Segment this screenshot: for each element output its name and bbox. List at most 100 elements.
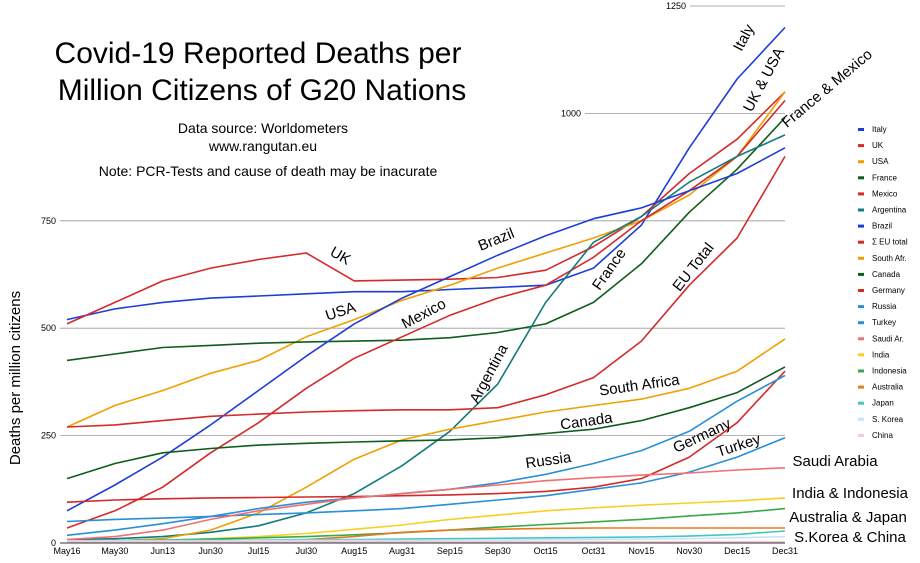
series-line-2 bbox=[66, 91, 786, 428]
annotation-s-korea-china: S.Korea & China bbox=[794, 529, 906, 546]
series-line-3 bbox=[66, 117, 786, 362]
annotation-france-mexico: France & Mexico bbox=[779, 46, 876, 131]
legend-label-17: Japan bbox=[872, 399, 894, 408]
legend-swatch-12 bbox=[858, 321, 864, 325]
legend-swatch-1 bbox=[858, 144, 864, 148]
legend-label-12: Turkey bbox=[872, 318, 896, 327]
legend-label-3: France bbox=[872, 173, 897, 182]
x-tick-label-Aug15: Aug15 bbox=[341, 546, 367, 556]
website-note: www.rangutan.eu bbox=[208, 138, 317, 154]
disclaimer-note: Note: PCR-Tests and cause of death may b… bbox=[99, 163, 438, 179]
legend-swatch-6 bbox=[858, 224, 864, 228]
legend-swatch-17 bbox=[858, 401, 864, 405]
y-tick-label-1000: 1000 bbox=[561, 108, 581, 118]
legend-label-14: India bbox=[872, 350, 890, 359]
series-line-13 bbox=[66, 467, 786, 541]
legend-label-18: S. Korea bbox=[872, 415, 904, 424]
legend-swatch-16 bbox=[858, 385, 864, 389]
series-line-17 bbox=[66, 530, 786, 542]
x-tick-label-Jul30: Jul30 bbox=[296, 546, 318, 556]
data-source-note: Data source: Worldometers bbox=[178, 120, 348, 136]
y-tick-label-250: 250 bbox=[41, 431, 56, 441]
series-line-6 bbox=[66, 147, 786, 512]
x-tick-label-Nov30: Nov30 bbox=[676, 546, 702, 556]
legend-swatch-19 bbox=[858, 433, 864, 437]
x-tick-label-Dec31: Dec31 bbox=[772, 546, 798, 556]
series-line-10 bbox=[66, 370, 786, 503]
x-tick-label-May16: May16 bbox=[53, 546, 80, 556]
series-line-7 bbox=[66, 155, 786, 428]
legend-swatch-14 bbox=[858, 353, 864, 357]
series-line-0 bbox=[66, 26, 786, 321]
legend-label-9: Canada bbox=[872, 270, 901, 279]
x-tick-label-Oct31: Oct31 bbox=[582, 546, 606, 556]
legend-label-1: UK bbox=[872, 141, 884, 150]
chart-title-line-1: Covid-19 Reported Deaths per bbox=[55, 37, 462, 70]
y-tick-label-500: 500 bbox=[41, 323, 56, 333]
legend-swatch-18 bbox=[858, 417, 864, 421]
annotation-france: France bbox=[589, 245, 630, 293]
series-line-8 bbox=[66, 338, 786, 543]
legend-label-11: Russia bbox=[872, 302, 897, 311]
axis-layer: 0 250 500 750 1000 1250 May16 May30 Jun13 Jun30 Ju… bbox=[41, 1, 798, 556]
legend-label-2: USA bbox=[872, 157, 889, 166]
legend-swatch-11 bbox=[858, 305, 864, 309]
series-line-4 bbox=[66, 99, 786, 529]
legend-swatch-5 bbox=[858, 208, 864, 212]
annotation-uk: UK bbox=[327, 244, 354, 269]
legend-swatch-7 bbox=[858, 240, 864, 244]
legend-label-8: South Afr. bbox=[872, 254, 907, 263]
chart-title-line-2: Million Citizens of G20 Nations bbox=[58, 74, 467, 107]
x-tick-label-May30: May30 bbox=[101, 546, 128, 556]
x-tick-label-Nov15: Nov15 bbox=[628, 546, 654, 556]
legend-label-0: Italy bbox=[872, 125, 887, 134]
x-tick-label-Aug31: Aug31 bbox=[389, 546, 415, 556]
y-tick-label-0: 0 bbox=[51, 538, 56, 548]
legend-label-7: Σ EU total bbox=[872, 238, 908, 247]
legend-swatch-15 bbox=[858, 369, 864, 373]
title-layer: Covid-19 Reported Deaths per Million Cit… bbox=[7, 37, 466, 465]
legend-label-16: Australia bbox=[872, 383, 904, 392]
legend-label-6: Brazil bbox=[872, 222, 892, 231]
legend-swatch-4 bbox=[858, 192, 864, 196]
x-tick-label-Oct15: Oct15 bbox=[534, 546, 558, 556]
annotation-saudi-arabia: Saudi Arabia bbox=[792, 453, 878, 470]
legend-label-15: Indonesia bbox=[872, 367, 907, 376]
x-tick-label-Jun30: Jun30 bbox=[198, 546, 223, 556]
legend-label-5: Argentina bbox=[872, 206, 907, 215]
x-tick-label-Dec15: Dec15 bbox=[724, 546, 750, 556]
annotation-india-indonesia: India & Indonesia bbox=[792, 485, 909, 502]
annotation-italy: Italy bbox=[730, 21, 758, 54]
legend-label-10: Germany bbox=[872, 286, 905, 295]
annotation-argentina: Argentina bbox=[466, 341, 511, 406]
y-tick-label-1250: 1250 bbox=[666, 1, 686, 11]
x-tick-label-Sep30: Sep30 bbox=[485, 546, 511, 556]
x-tick-label-Jul15: Jul15 bbox=[248, 546, 270, 556]
legend-swatch-9 bbox=[858, 272, 864, 276]
annotation-australia-japan: Australia & Japan bbox=[789, 509, 907, 526]
legend-label-4: Mexico bbox=[872, 189, 898, 198]
y-tick-label-750: 750 bbox=[41, 216, 56, 226]
legend-swatch-10 bbox=[858, 289, 864, 292]
legend-label-13: Saudi Ar. bbox=[872, 334, 904, 343]
legend-swatch-13 bbox=[858, 337, 864, 341]
series-line-9 bbox=[66, 366, 786, 480]
annotation-south-africa: South Africa bbox=[598, 371, 681, 399]
legend-label-19: China bbox=[872, 431, 893, 440]
legend-swatch-8 bbox=[858, 256, 864, 260]
series-layer bbox=[66, 26, 786, 543]
legend-swatch-0 bbox=[858, 128, 864, 131]
x-tick-label-Sep15: Sep15 bbox=[437, 546, 463, 556]
legend: Italy UK USA France Mexico Argentina Brazil Σ E… bbox=[858, 125, 908, 440]
annotation-eu-total: EU Total bbox=[669, 240, 717, 295]
y-axis-label: Deaths per million citizens bbox=[7, 291, 24, 465]
annotation-canada: Canada bbox=[559, 409, 614, 433]
x-tick-label-Jun13: Jun13 bbox=[150, 546, 175, 556]
series-line-12 bbox=[66, 436, 786, 523]
series-line-1 bbox=[66, 91, 786, 325]
legend-swatch-2 bbox=[858, 160, 864, 164]
annotation-russia: Russia bbox=[524, 449, 572, 472]
legend-swatch-3 bbox=[858, 176, 864, 180]
